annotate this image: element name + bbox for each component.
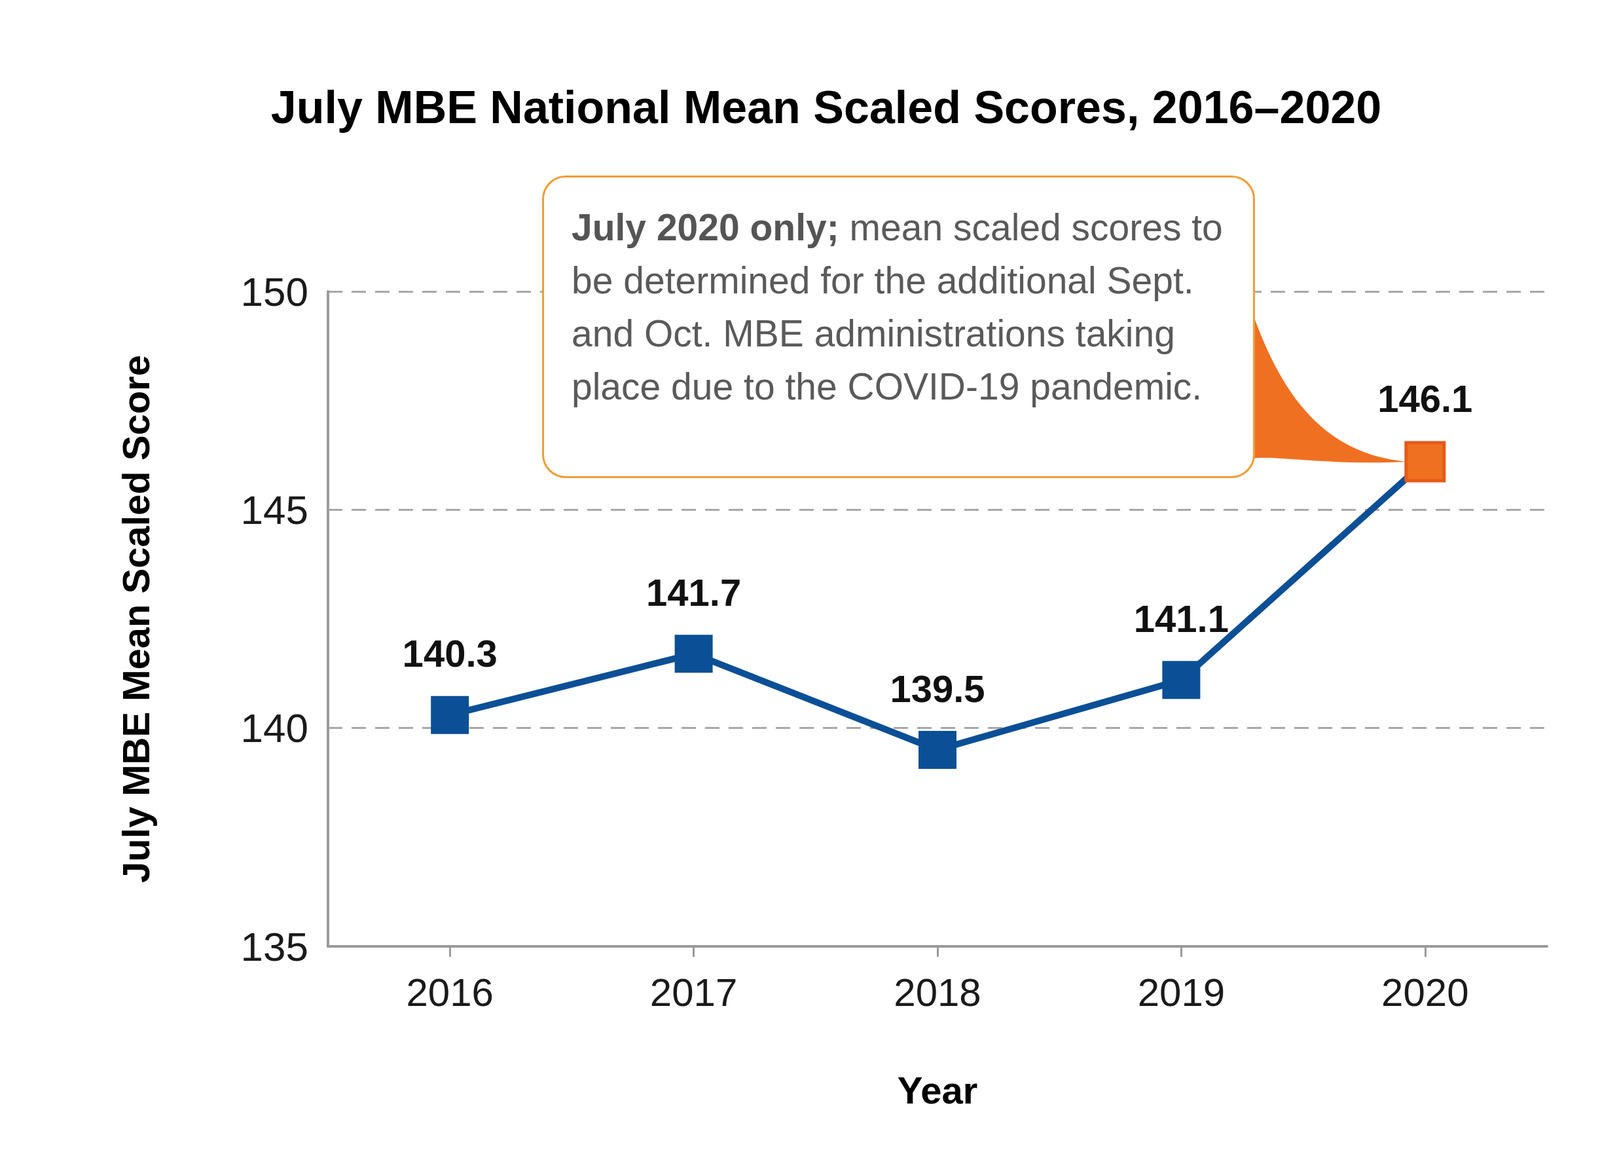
svg-text:139.5: 139.5 bbox=[889, 667, 985, 710]
svg-text:2016: 2016 bbox=[405, 970, 493, 1015]
svg-text:Year: Year bbox=[897, 1068, 979, 1111]
svg-text:141.1: 141.1 bbox=[1133, 597, 1229, 640]
svg-text:141.7: 141.7 bbox=[646, 570, 742, 614]
svg-text:135: 135 bbox=[240, 923, 309, 969]
html-text:July 2020 only; mean scaled sc: July 2020 only; mean scaled scores to be… bbox=[571, 206, 1223, 408]
svg-text:2017: 2017 bbox=[650, 970, 738, 1015]
svg-text:140: 140 bbox=[240, 705, 309, 751]
svg-text:2019: 2019 bbox=[1137, 970, 1225, 1015]
svg-text:July MBE National Mean Scaled: July MBE National Mean Scaled Scores, 20… bbox=[271, 81, 1382, 133]
svg-text:2018: 2018 bbox=[893, 970, 981, 1015]
svg-text:July MBE Mean Scaled Score: July MBE Mean Scaled Score bbox=[114, 354, 158, 883]
svg-text:150: 150 bbox=[240, 269, 309, 315]
svg-text:2020: 2020 bbox=[1381, 970, 1469, 1015]
svg-text:145: 145 bbox=[240, 487, 309, 533]
svg-text:140.3: 140.3 bbox=[402, 631, 498, 675]
svg-text:146.1: 146.1 bbox=[1377, 377, 1473, 420]
